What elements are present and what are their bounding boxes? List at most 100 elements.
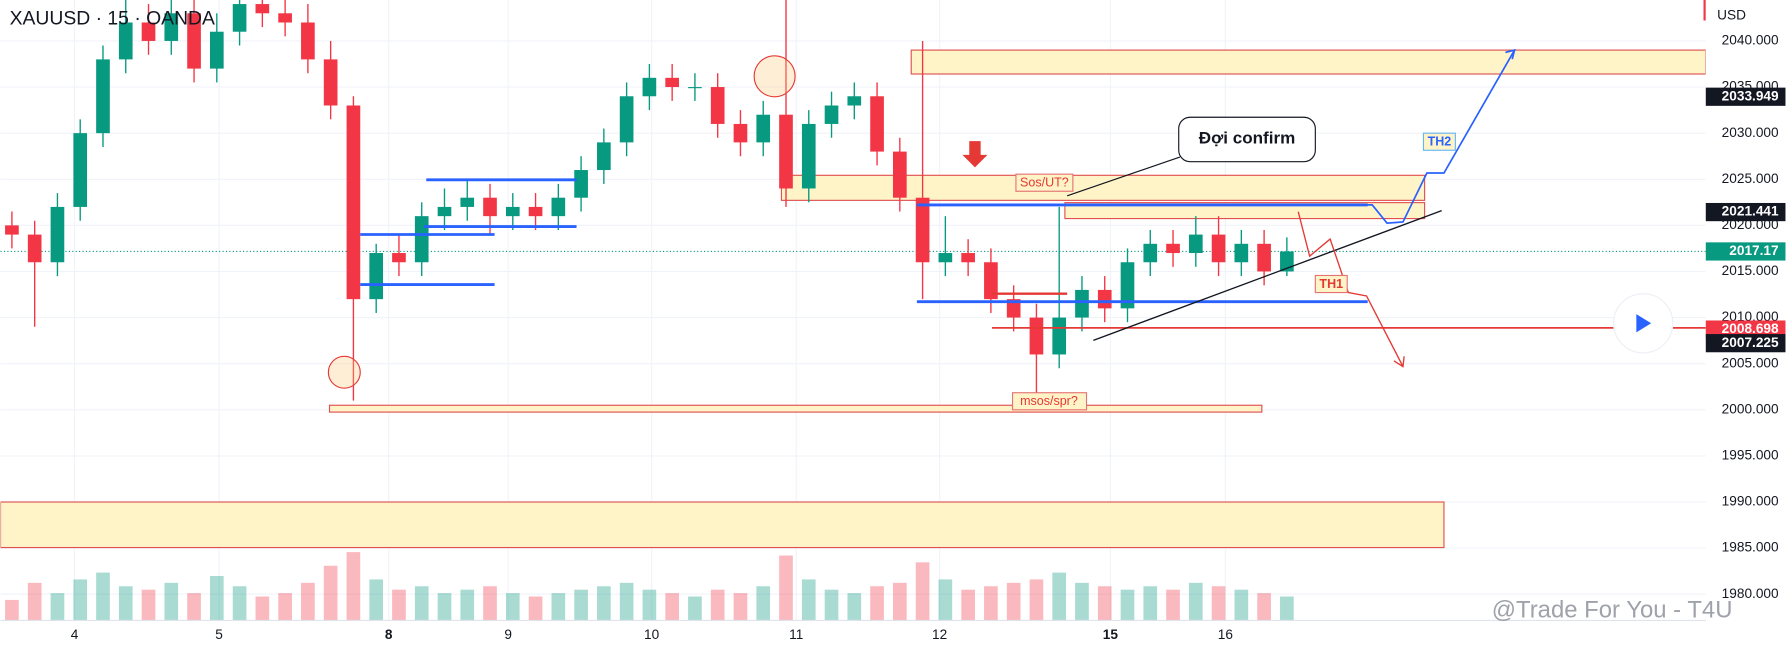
y-tick-label: 2005.000 <box>1722 355 1779 370</box>
candle-body <box>642 77 657 97</box>
candle-body <box>756 114 771 143</box>
candle-body <box>346 105 361 300</box>
volume-bar <box>27 582 42 621</box>
candle-body <box>96 59 110 134</box>
zone <box>910 49 1706 75</box>
x-tick-label: 8 <box>385 627 393 642</box>
zone <box>780 174 1426 201</box>
candle-body <box>1257 243 1271 272</box>
candle-body <box>1188 234 1203 254</box>
volume-bar <box>688 596 702 621</box>
y-tick-label: 2010.000 <box>1722 309 1779 324</box>
down-arrow <box>962 141 988 168</box>
annotation: TH1 <box>1319 277 1343 291</box>
volume-bar <box>1052 572 1067 621</box>
volume-bar <box>665 593 679 621</box>
candle-body <box>437 206 452 217</box>
candle-body <box>27 234 42 263</box>
candle-body <box>301 22 315 60</box>
volume-bar <box>483 586 497 621</box>
label-box <box>1011 392 1088 411</box>
candle-body <box>961 253 975 263</box>
y-tick-label: 1980.000 <box>1722 586 1779 601</box>
x-tick-label: 4 <box>71 627 79 642</box>
volume <box>5 552 1294 621</box>
candle-body <box>779 114 793 189</box>
candles <box>5 0 1294 401</box>
volume-bar <box>5 599 19 621</box>
price-badge-label: 2007.225 <box>1722 335 1779 350</box>
volume-bar <box>437 593 452 621</box>
volume-bar <box>73 579 88 621</box>
callout-pointer <box>1066 156 1181 197</box>
x-tick-label: 10 <box>644 627 660 642</box>
y-tick-label: 1985.000 <box>1722 540 1779 555</box>
annotation: msos/spr? <box>1020 394 1078 408</box>
circle <box>327 355 361 389</box>
candle-body <box>824 105 839 124</box>
candle-body <box>1211 234 1226 263</box>
candle-body <box>870 96 884 152</box>
volume-bar <box>938 579 953 621</box>
drawings <box>0 49 1706 549</box>
candle-body <box>1006 299 1021 318</box>
volume-bar <box>232 586 247 621</box>
x-tick-label: 12 <box>932 627 947 642</box>
price-badge <box>1705 334 1786 353</box>
candle-body <box>414 216 429 263</box>
candle-body <box>688 87 702 89</box>
x-tick-label: 5 <box>215 627 223 642</box>
label-box <box>1015 173 1074 192</box>
volume-bar <box>1211 586 1226 621</box>
label-box <box>1422 132 1456 151</box>
volume-bar <box>984 586 998 621</box>
candle-body <box>984 262 998 300</box>
volume-bar <box>392 589 406 621</box>
candle-body <box>733 123 748 143</box>
time-axis <box>0 620 1706 650</box>
candle-body <box>710 87 725 124</box>
volume-bar <box>1257 593 1271 621</box>
zone <box>0 501 1445 549</box>
candle-body <box>392 253 406 263</box>
candle-body <box>187 13 201 69</box>
price-badge-label: 2017.17 <box>1729 243 1778 258</box>
price-badge <box>1705 202 1786 222</box>
volume-bar <box>460 589 475 621</box>
trend-line <box>1093 209 1442 342</box>
y-tick-label: 2040.000 <box>1722 33 1779 48</box>
candle-body <box>460 197 475 207</box>
y-tick-label: 1995.000 <box>1722 448 1779 463</box>
x-tick-label: 9 <box>504 627 512 642</box>
candle-body <box>1075 289 1089 318</box>
volume-bar <box>1166 589 1180 621</box>
volume-bar <box>278 593 292 621</box>
volume-bar <box>1234 589 1249 621</box>
volume-bar <box>597 586 611 621</box>
price-badge-label: 2008.698 <box>1722 321 1779 336</box>
candle-body <box>619 96 634 143</box>
volume-bar <box>528 596 543 621</box>
volume-bar <box>187 593 201 621</box>
candle-body <box>551 197 566 217</box>
candle-body <box>1120 262 1135 309</box>
candle-body <box>665 77 679 88</box>
volume-bar <box>301 582 315 621</box>
price-badge <box>1705 87 1786 106</box>
price-badge <box>1705 242 1786 261</box>
candle-body <box>574 170 588 198</box>
candle-body <box>164 13 179 41</box>
volume-bar <box>756 586 771 621</box>
volume-bar <box>141 589 156 621</box>
volume-bar <box>893 582 907 621</box>
play-icon <box>1636 314 1652 333</box>
volume-bar <box>801 579 816 621</box>
currency: USD <box>1717 8 1746 23</box>
volume-bar <box>870 586 884 621</box>
annotation: TH2 <box>1428 135 1452 149</box>
watermark: @Trade For You - T4U <box>1492 597 1733 624</box>
candle-body <box>5 225 19 235</box>
volume-bar <box>733 593 748 621</box>
candle-body <box>483 197 497 217</box>
